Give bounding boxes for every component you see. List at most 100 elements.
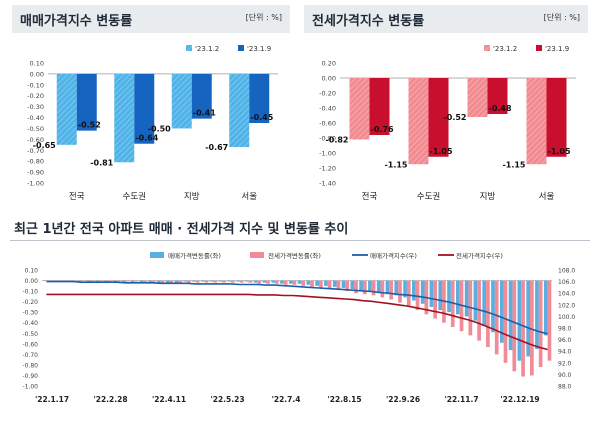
jeonse-change-bar	[301, 280, 306, 286]
data-label: -1.05	[430, 147, 453, 156]
jeonse-change-bar	[292, 280, 297, 285]
jeonse-change-bar	[389, 280, 394, 300]
sale-change-bar	[77, 280, 82, 282]
jeonse-panel-header: 전세가격지수 변동률 [단위 : %]	[304, 5, 588, 33]
y-tick-label: -0.80	[27, 158, 44, 166]
sale-price-panel: 매매가격지수 변동률 [단위 : %] '23.1.2 '23.1.9 0.10 0.…	[12, 5, 290, 205]
y-tick-label: -0.10	[27, 81, 44, 89]
x-tick-label: '22.8.15	[327, 395, 361, 404]
section-divider	[10, 240, 590, 241]
jeonse-change-bar	[72, 280, 77, 282]
bar	[191, 73, 212, 119]
x-tick-label: '22.11.7	[444, 395, 478, 404]
sale-change-bar	[517, 280, 522, 361]
y-tick-label: -0.30	[27, 103, 44, 111]
sale-change-bar	[51, 280, 56, 282]
sale-change-bar	[157, 280, 161, 283]
y-right-tick-label: 92.0	[558, 360, 572, 367]
legend-label: '23.1.2	[493, 45, 517, 53]
y-left-tick-label: -0.70	[22, 352, 38, 359]
sale-change-bar	[543, 280, 548, 336]
jeonse-change-bar	[327, 280, 332, 289]
data-label: -0.52	[78, 121, 101, 130]
jeonse-change-bar	[345, 280, 350, 292]
sale-change-bar	[332, 280, 337, 287]
yearly-trend-chart: 매매가격변동률(좌) 전세가격변동률(좌) 매매가격지수(우) 전세가격지수(우) 0.…	[22, 251, 575, 404]
sale-change-bar	[341, 280, 346, 288]
sale-change-bar	[324, 280, 328, 286]
jeonse-change-bar	[362, 280, 367, 295]
sale-change-bar	[297, 280, 302, 284]
sale-change-bar	[42, 280, 47, 282]
jeonse-change-bar	[486, 280, 490, 347]
legend-label: '23.1.2	[195, 45, 219, 53]
bar	[546, 78, 567, 157]
x-category-label: 서울	[241, 192, 257, 202]
data-label: -0.76	[371, 125, 394, 134]
y-tick-label: -0.60	[319, 120, 336, 128]
sale-change-bar-chart: '23.1.2 '23.1.9 0.10 0.00 -0.10 -0.20 -0.30 -0.…	[27, 45, 278, 202]
jeonse-change-bar	[530, 280, 534, 376]
sale-panel-unit: [단위 : %]	[245, 13, 282, 22]
x-tick-label: '22.12.19	[500, 395, 539, 404]
y-tick-label: 0.00	[322, 75, 336, 83]
sale-change-bar	[306, 280, 311, 285]
bar	[249, 73, 270, 123]
legend-swatch	[536, 45, 542, 51]
sale-change-bar	[473, 280, 478, 321]
jeonse-change-bar	[160, 280, 165, 283]
jeonse-change-bar	[134, 280, 139, 282]
y-left-tick-label: -0.50	[22, 331, 38, 338]
data-label: -1.15	[502, 160, 525, 169]
x-tick-label: '22.5.23	[210, 395, 244, 404]
bar	[487, 78, 508, 114]
legend-label: 전세가격지수(우)	[456, 251, 503, 260]
sale-change-bar	[455, 280, 460, 315]
data-label: -0.50	[148, 124, 171, 133]
bar	[171, 73, 192, 129]
sale-change-bar	[288, 280, 293, 284]
jeonse-change-bar	[406, 280, 411, 306]
y-right-tick-label: 104.0	[558, 291, 575, 298]
jeonse-change-bar	[125, 280, 130, 282]
jeonse-change-bar	[231, 280, 235, 283]
jeonse-change-bar	[257, 280, 262, 284]
bar	[467, 78, 488, 117]
sale-change-bar	[385, 280, 390, 295]
jeonse-change-bar	[107, 280, 112, 282]
y-left-tick-label: -0.90	[22, 373, 38, 380]
jeonse-change-bar	[354, 280, 358, 294]
jeonse-change-bar	[187, 280, 191, 283]
y-right-tick-label: 90.0	[558, 372, 572, 379]
jeonse-change-bar	[248, 280, 253, 283]
legend-swatch	[484, 45, 490, 51]
legend-label: '23.1.9	[247, 45, 271, 53]
x-category-label: 전국	[69, 191, 85, 202]
sale-change-bar	[499, 280, 504, 343]
y-tick-label: -0.40	[319, 105, 336, 113]
sale-change-bar	[359, 280, 363, 291]
jeonse-change-bar	[99, 280, 103, 282]
jeonse-change-bar	[46, 280, 51, 282]
legend-label: 전세가격변동률(좌)	[268, 251, 321, 260]
y-left-tick-label: -0.40	[22, 320, 38, 327]
y-left-tick-label: -0.20	[22, 299, 38, 306]
jeonse-change-bar	[512, 280, 517, 372]
y-right-tick-label: 100.0	[558, 314, 575, 321]
jeonse-price-panel: 전세가격지수 변동률 [단위 : %] '23.1.2 '23.1.9 0.20 0.…	[304, 5, 588, 205]
jeonse-change-bar	[336, 280, 341, 291]
jeonse-change-bar	[318, 280, 323, 288]
jeonse-change-bar	[239, 280, 244, 283]
data-label: -1.15	[384, 160, 407, 169]
sale-change-bar	[526, 280, 531, 357]
data-label: -0.64	[135, 134, 158, 143]
sale-change-bar	[200, 280, 205, 282]
y-tick-label: -1.00	[319, 150, 336, 158]
x-category-label: 전국	[362, 191, 378, 202]
sale-change-bar	[412, 280, 416, 301]
y-right-tick-label: 94.0	[558, 349, 572, 356]
sale-change-bar	[95, 280, 100, 282]
bar	[428, 78, 449, 157]
bar	[408, 78, 429, 165]
sale-change-bar	[192, 280, 196, 282]
